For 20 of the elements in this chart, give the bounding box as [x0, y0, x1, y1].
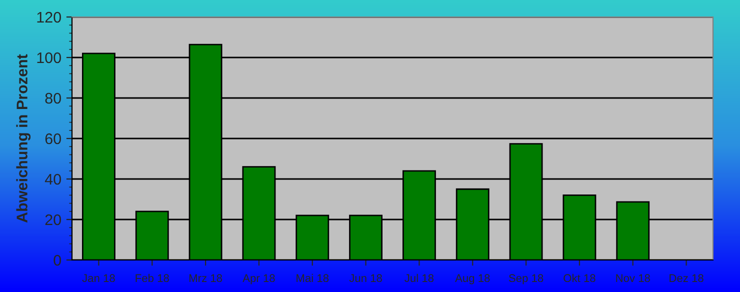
y-tick-label: 60	[45, 133, 61, 144]
y-tick-label: 80	[45, 92, 61, 104]
x-tick-label: Apr 18	[242, 274, 275, 284]
y-tick-label: 0	[54, 254, 61, 266]
x-tick-label: Feb 18	[136, 274, 169, 282]
x-tick-label: Sep 18	[508, 274, 544, 284]
x-tick-label: Jul 18	[404, 274, 434, 282]
x-tick-label: Nov 18	[616, 274, 650, 282]
x-tick-label: Jun 18	[349, 274, 382, 282]
x-tick-label: Mrz 18	[189, 274, 222, 282]
y-tick-label: 120	[37, 12, 61, 23]
y-axis-title: Abweichung in Prozent	[16, 54, 31, 223]
y-tick-label: 100	[37, 52, 61, 64]
y-tick-label: 40	[44, 174, 61, 185]
x-tick-label: Aug 18	[455, 274, 490, 284]
x-tick-label: Jan 18	[82, 274, 115, 282]
x-tick-label: Okt 18	[564, 274, 596, 282]
x-tick-label: Dez 18	[670, 274, 704, 282]
y-tick-label: 20	[45, 214, 61, 226]
x-tick-label: Mai 18	[296, 274, 329, 282]
